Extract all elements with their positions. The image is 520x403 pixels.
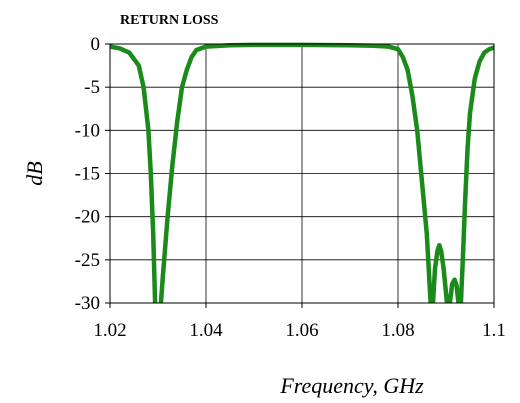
y-tick-labels: 0 -5 -10 -15 -20 -25 -30: [75, 34, 100, 314]
x-tick-label: 1.08: [381, 320, 414, 341]
plot-frame: [109, 43, 495, 304]
y-tick-label: -20: [75, 207, 100, 228]
y-tick-label: 0: [91, 34, 101, 55]
x-tick-label: 1.1: [482, 320, 506, 341]
x-tick-label: 1.06: [285, 320, 318, 341]
y-tick-label: -15: [75, 164, 100, 185]
series-line-0: [110, 42, 495, 303]
y-tick-label: -5: [84, 77, 100, 98]
x-tick-label: 1.04: [189, 320, 223, 341]
y-tick-label: -25: [75, 250, 100, 271]
x-tick-labels: 1.02 1.04 1.06 1.08 1.1: [93, 320, 506, 341]
x-axis-title: Frequency, GHz: [279, 373, 424, 398]
y-tick-label: -10: [75, 120, 100, 141]
x-tick-label: 1.02: [93, 320, 126, 341]
y-axis-title: dB: [22, 161, 47, 185]
series-group: [110, 42, 495, 303]
chart-title: RETURN LOSS: [120, 13, 219, 28]
y-tick-label: -30: [75, 293, 100, 314]
